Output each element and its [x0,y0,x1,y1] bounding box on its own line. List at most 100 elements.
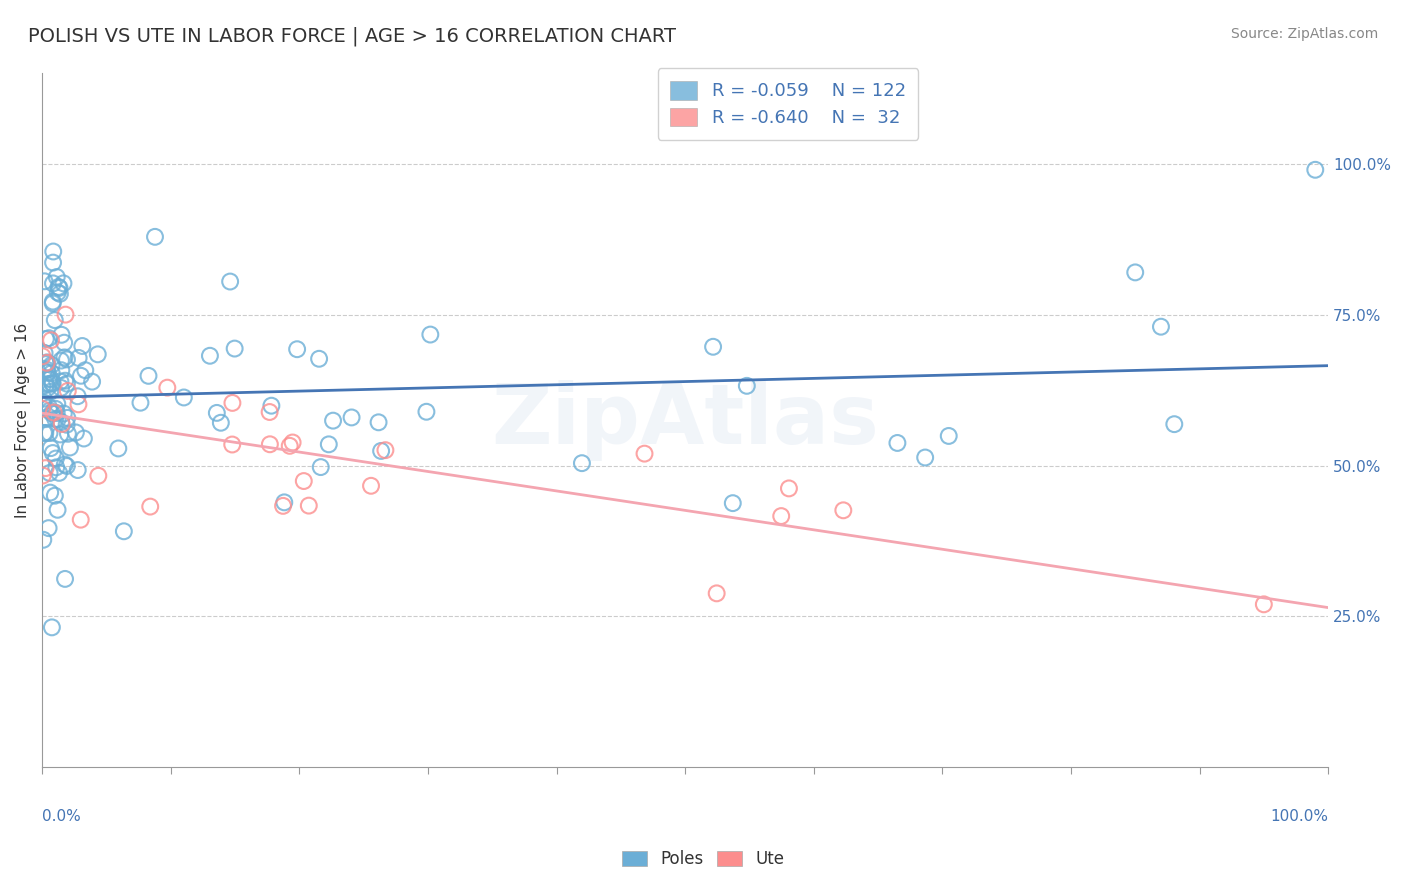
Point [42,446,65,460]
Point [45,406,67,420]
Point [32,425,55,440]
Point [73,432,96,446]
Text: 0.0%: 0.0% [42,809,82,824]
Point [415,405,437,419]
Point [224,342,246,356]
Point [35,355,58,369]
Point [706,586,728,600]
Point [938,429,960,443]
Point [48,280,70,294]
Point [219,275,242,289]
Point [87,468,110,483]
Point [44,313,66,327]
Text: 100.0%: 100.0% [1270,809,1329,824]
Legend: Poles, Ute: Poles, Ute [616,844,790,875]
Point [419,327,441,342]
Point [53,351,76,365]
Point [56,384,79,398]
Point [38,376,60,391]
Point [39,384,62,399]
Point [360,479,382,493]
Point [35,332,58,346]
Point [173,391,195,405]
Point [571,456,593,470]
Point [138,368,160,383]
Point [281,435,304,450]
Point [53,458,76,472]
Point [322,414,344,428]
Point [51,363,73,377]
Point [45,401,67,416]
Point [156,381,179,395]
Point [55,417,77,432]
Point [34,412,56,426]
Point [308,351,330,366]
Point [67,397,90,411]
Point [41,366,63,380]
Point [53,374,76,388]
Point [39,333,62,347]
Point [38,466,60,480]
Point [770,509,793,524]
Point [56,458,79,473]
Point [55,308,77,322]
Point [38,521,60,535]
Point [1150,319,1173,334]
Point [46,285,69,300]
Point [31,349,53,363]
Point [41,376,63,391]
Point [198,349,221,363]
Point [221,396,243,410]
Point [42,244,65,259]
Point [37,366,59,380]
Point [37,363,59,377]
Point [45,460,67,475]
Point [259,437,281,451]
Point [41,620,63,634]
Point [38,331,60,345]
Point [259,405,281,419]
Point [51,417,73,431]
Point [38,403,60,417]
Point [87,347,110,361]
Point [46,412,69,426]
Point [66,463,89,477]
Point [139,500,162,514]
Point [75,363,97,377]
Point [45,270,67,285]
Point [82,375,104,389]
Point [38,372,60,386]
Point [56,352,79,367]
Point [31,379,53,393]
Point [32,395,55,409]
Point [67,351,90,365]
Point [41,406,63,420]
Point [45,451,67,466]
Point [56,376,79,391]
Point [42,255,65,269]
Point [32,392,55,406]
Point [70,368,93,383]
Point [48,281,70,295]
Point [37,381,59,395]
Point [72,339,94,353]
Point [41,358,63,372]
Point [46,397,69,411]
Point [41,376,63,390]
Point [374,443,396,458]
Point [41,296,63,310]
Point [39,372,62,386]
Point [31,468,53,483]
Point [49,353,72,368]
Point [205,406,228,420]
Point [56,410,79,425]
Point [42,277,65,291]
Point [32,533,55,547]
Text: Source: ZipAtlas.com: Source: ZipAtlas.com [1230,27,1378,41]
Point [49,415,72,429]
Point [34,346,56,360]
Point [49,381,72,395]
Point [34,425,56,440]
Point [35,357,58,371]
Point [35,377,58,392]
